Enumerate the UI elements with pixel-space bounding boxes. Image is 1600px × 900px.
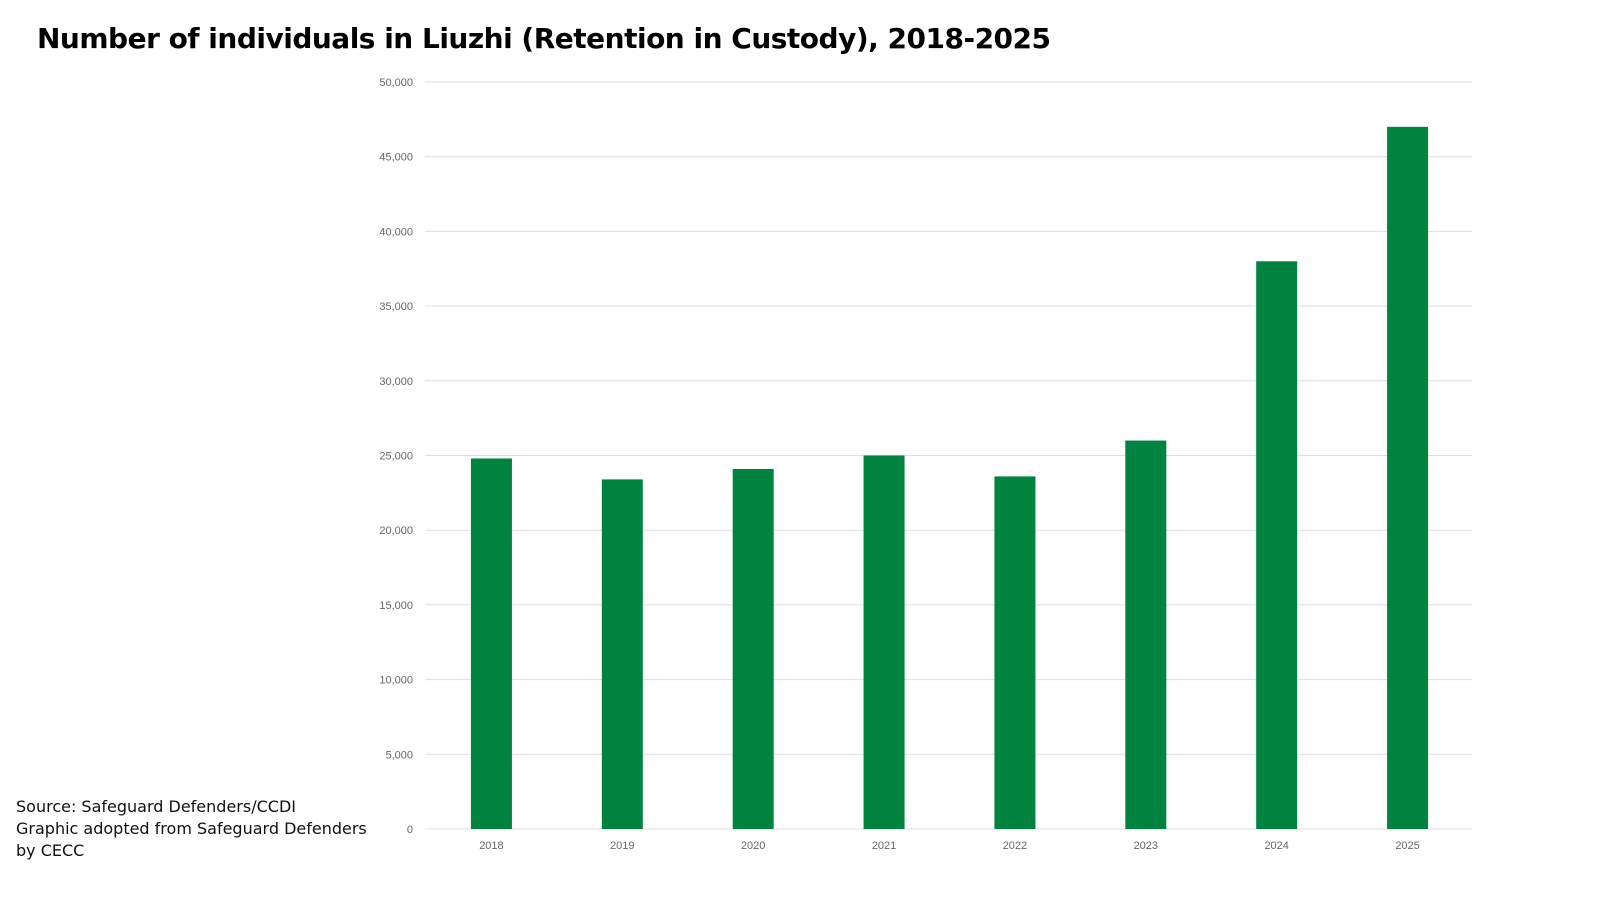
y-tick-label: 50,000 [379, 77, 413, 89]
bar-2020 [732, 468, 774, 829]
bar-2025 [1387, 126, 1429, 829]
bar-2023 [1125, 440, 1167, 829]
bar-2022 [994, 476, 1036, 829]
y-tick-label: 40,000 [379, 226, 413, 238]
chart-title: Number of individuals in Liuzhi (Retenti… [37, 22, 1051, 55]
x-tick-label: 2021 [872, 840, 896, 852]
x-tick-label: 2019 [610, 840, 634, 852]
y-tick-label: 0 [407, 824, 413, 836]
y-tick-label: 25,000 [379, 451, 413, 463]
x-tick-label: 2025 [1395, 840, 1419, 852]
bar-2021 [863, 455, 905, 829]
x-tick-label: 2018 [479, 840, 503, 852]
credit-line: Graphic adopted from Safeguard Defenders [16, 819, 367, 838]
y-tick-label: 10,000 [379, 675, 413, 687]
source-line: Source: Safeguard Defenders/CCDI [16, 797, 296, 816]
y-tick-label: 30,000 [379, 376, 413, 388]
x-tick-label: 2023 [1134, 840, 1158, 852]
y-tick-label: 20,000 [379, 525, 413, 537]
bar-2018 [470, 458, 512, 829]
credit-line: by CECC [16, 841, 85, 860]
bar-2024 [1256, 261, 1298, 829]
x-tick-label: 2024 [1264, 840, 1288, 852]
y-tick-label: 5,000 [385, 749, 413, 761]
x-tick-label: 2022 [1003, 840, 1027, 852]
bar-2019 [601, 479, 643, 829]
y-tick-label: 35,000 [379, 301, 413, 313]
y-tick-label: 45,000 [379, 152, 413, 164]
source-note: Source: Safeguard Defenders/CCDI Graphic… [16, 796, 367, 862]
y-tick-label: 15,000 [379, 600, 413, 612]
x-tick-label: 2020 [741, 840, 765, 852]
